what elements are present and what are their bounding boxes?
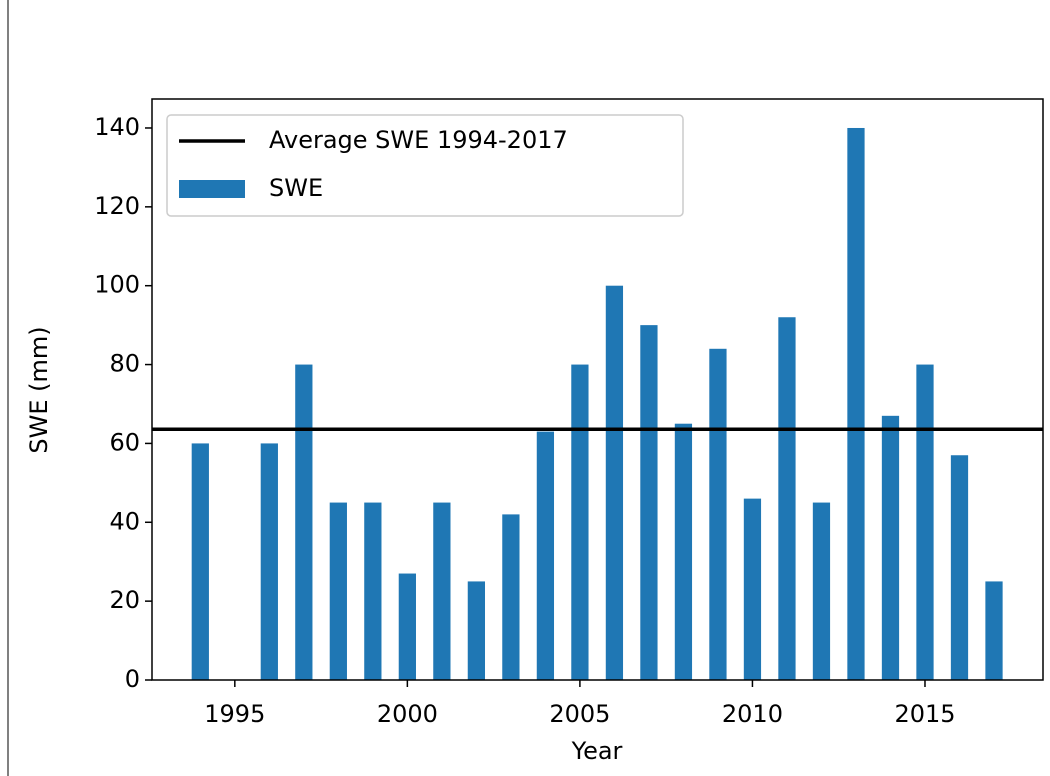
- bar: [950, 455, 969, 680]
- bar: [605, 285, 624, 680]
- x-tick-label: 2010: [722, 700, 783, 728]
- x-tick-label: 2015: [894, 700, 955, 728]
- bar: [709, 348, 727, 680]
- legend-label: Average SWE 1994-2017: [269, 126, 568, 154]
- bar: [743, 498, 762, 680]
- x-tick-label: 2000: [377, 700, 438, 728]
- bar: [433, 502, 451, 680]
- bar: [467, 581, 486, 680]
- y-tick-label: 100: [94, 271, 140, 299]
- bar: [674, 423, 693, 680]
- bar: [812, 502, 831, 680]
- bar: [916, 364, 934, 680]
- legend-bar-swatch: [179, 180, 245, 198]
- y-tick-label: 20: [109, 586, 140, 614]
- y-tick-label: 80: [109, 350, 140, 378]
- bar: [571, 364, 589, 680]
- y-axis-label: SWE (mm): [25, 326, 53, 453]
- plot-frame: [151, 98, 1044, 681]
- bar: [881, 415, 900, 680]
- y-tick-label: 40: [109, 507, 140, 535]
- bar: [398, 573, 416, 680]
- bar: [536, 431, 555, 680]
- bar: [260, 443, 278, 680]
- y-tick-label: 140: [94, 113, 140, 141]
- legend-box: [166, 114, 684, 217]
- bar: [295, 364, 313, 680]
- bar: [329, 502, 347, 680]
- bar: [191, 443, 209, 680]
- y-tick-label: 60: [109, 428, 140, 456]
- legend-label: SWE: [269, 174, 323, 202]
- bar: [364, 502, 382, 680]
- bar: [778, 317, 796, 680]
- y-tick-label: 0: [125, 665, 140, 693]
- x-tick-label: 1995: [204, 700, 265, 728]
- bar: [640, 325, 658, 680]
- bar: [847, 127, 865, 680]
- x-axis-label: Year: [571, 737, 623, 765]
- y-tick-label: 120: [94, 192, 140, 220]
- x-tick-label: 2005: [549, 700, 610, 728]
- bar: [502, 514, 520, 680]
- bar: [985, 581, 1003, 680]
